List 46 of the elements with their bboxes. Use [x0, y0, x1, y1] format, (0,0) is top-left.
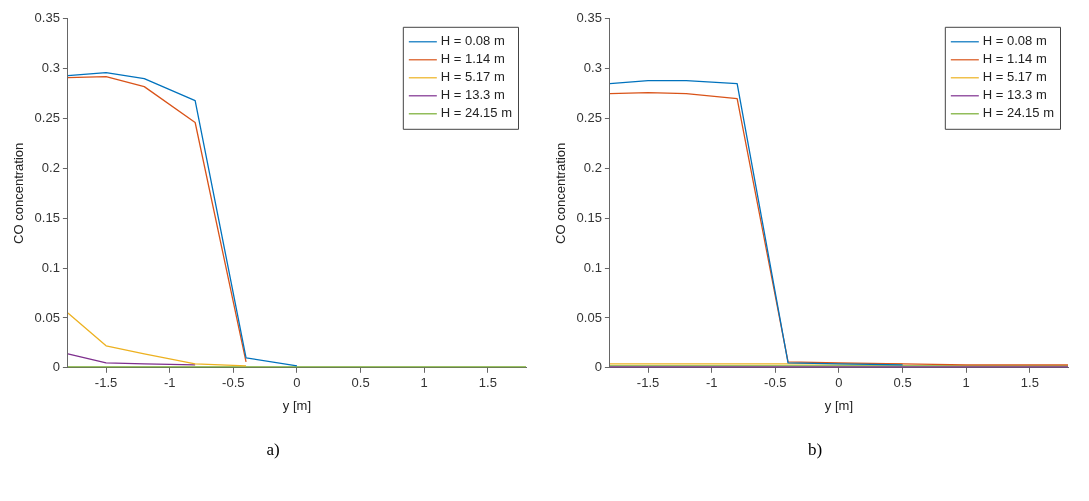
- x-tick-label: 1.5: [478, 375, 497, 391]
- x-tick-label: -1.5: [636, 375, 660, 391]
- y-tick-label: 0.25: [34, 110, 60, 126]
- y-tick-label: 0.25: [576, 110, 602, 126]
- x-tick-label: -0.5: [764, 375, 787, 391]
- y-tick-label: 0.3: [583, 60, 602, 76]
- x-tick-label: -1: [705, 375, 718, 391]
- x-tick-label: -0.5: [222, 375, 245, 391]
- legend-label: H = 5.17 m: [440, 69, 505, 85]
- legend-label: H = 13.3 m: [440, 87, 505, 103]
- legend-label: H = 0.08 m: [440, 33, 505, 49]
- legend-label: H = 0.08 m: [982, 33, 1047, 49]
- y-tick-label: 0.3: [41, 60, 60, 76]
- x-axis-title: y [m]: [282, 397, 312, 413]
- y-tick-label: 0.2: [41, 159, 60, 175]
- legend-label: H = 24.15 m: [440, 105, 513, 121]
- y-tick-label: 0.05: [34, 309, 60, 325]
- legend-label: H = 1.14 m: [440, 51, 505, 67]
- y-tick-label: 0.2: [583, 159, 602, 175]
- y-tick-label: 0: [594, 359, 602, 375]
- y-tick-label: 0.15: [576, 209, 602, 225]
- x-tick-label: 0: [293, 375, 301, 391]
- x-tick-label: 0: [835, 375, 843, 391]
- y-tick-label: 0: [52, 359, 60, 375]
- y-tick-label: 0.1: [583, 259, 602, 275]
- x-axis-title: y [m]: [824, 397, 854, 413]
- x-tick-label: 1.5: [1020, 375, 1039, 391]
- y-tick-label: 0.35: [576, 10, 602, 26]
- x-tick-label: 1: [420, 375, 428, 391]
- text: b): [806, 440, 824, 460]
- x-tick-label: -1.5: [94, 375, 118, 391]
- legend-label: H = 1.14 m: [982, 51, 1047, 67]
- legend-label: H = 13.3 m: [982, 87, 1047, 103]
- y-tick-label: 0.05: [576, 309, 602, 325]
- x-tick-label: 0.5: [893, 375, 912, 391]
- y-tick-label: 0.35: [34, 10, 60, 26]
- x-tick-label: 0.5: [351, 375, 370, 391]
- y-tick-label: 0.15: [34, 209, 60, 225]
- y-tick-label: 0.1: [41, 259, 60, 275]
- y-axis-title: CO concentration: [553, 142, 569, 244]
- legend-label: H = 24.15 m: [982, 105, 1055, 121]
- y-axis-title: CO concentration: [11, 142, 27, 244]
- legend-label: H = 5.17 m: [982, 69, 1047, 85]
- x-tick-label: 1: [962, 375, 970, 391]
- x-tick-label: -1: [163, 375, 176, 391]
- text: a): [265, 440, 281, 460]
